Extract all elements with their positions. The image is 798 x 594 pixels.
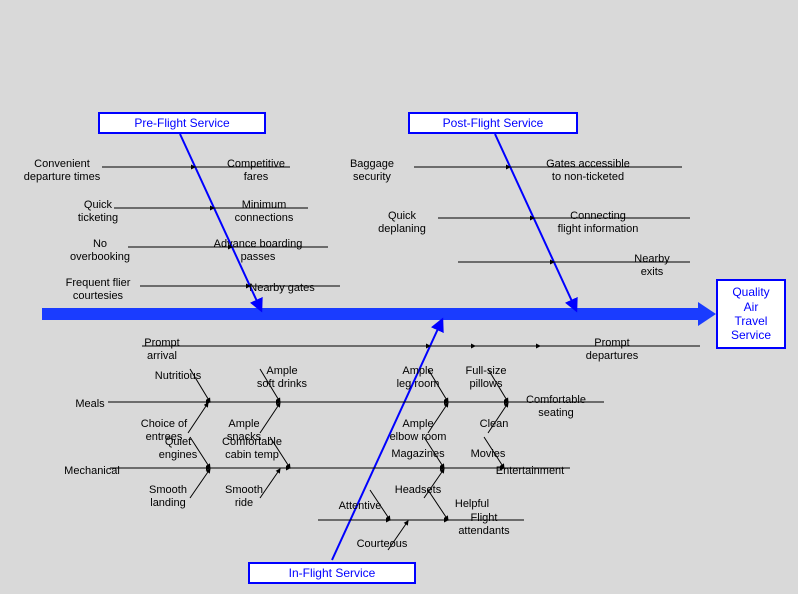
cause-label: Prompt departures [586,337,639,362]
cause-label: Minimum connections [235,199,294,224]
cause-label: Competitive fares [227,158,285,183]
cause-label: Advance boarding passes [214,238,303,263]
cause-label: Mechanical [64,465,120,478]
cause-label: Full-size pillows [466,365,507,390]
cause-label: Quick deplaning [378,210,426,235]
cause-label: Convenient departure times [24,158,100,183]
mini-bone [260,403,280,433]
cause-label: Smooth landing [149,484,187,509]
effect-box: Quality Air Travel Service [716,279,786,349]
cause-label: Magazines [391,448,444,461]
mini-bone [190,469,210,498]
cause-label: Prompt arrival [144,337,179,362]
cause-label: Baggage security [350,158,394,183]
cause-label: Nearby exits [634,253,669,278]
cause-label: Entertainment [496,465,564,478]
mini-bone [260,469,280,498]
category-box-in: In-Flight Service [248,562,416,584]
cause-label: Ample soft drinks [257,365,307,390]
category-box-post: Post-Flight Service [408,112,578,134]
cause-label: Courteous [357,538,408,551]
cause-label: No overbooking [70,238,130,263]
fishbone-diagram: Pre-Flight Service Post-Flight Service In-… [0,0,798,594]
cause-label: Flight attendants [458,512,509,537]
cause-label: Clean [480,418,509,431]
spine-arrow [42,302,716,326]
cause-label: Nutritious [155,370,201,383]
cause-label: Quiet engines [159,436,198,461]
cause-label: Attentive [339,500,382,513]
cause-label: Ample elbow room [390,418,447,443]
cause-label: Nearby gates [249,282,314,295]
cause-label: Helpful [455,498,489,511]
cause-label: Gates accessible to non-ticketed [546,158,630,183]
cause-label: Headsets [395,484,441,497]
mini-bone [188,403,208,433]
cause-label: Ample leg room [397,365,440,390]
cause-label: Connecting flight information [558,210,639,235]
cause-label: Comfortable cabin temp [222,436,282,461]
category-box-pre: Pre-Flight Service [98,112,266,134]
cause-label: Smooth ride [225,484,263,509]
cause-label: Movies [471,448,506,461]
cause-label: Quick ticketing [78,199,118,224]
cause-label: Meals [75,398,104,411]
cause-label: Frequent flier courtesies [66,277,131,302]
cause-label: Comfortable seating [526,394,586,419]
